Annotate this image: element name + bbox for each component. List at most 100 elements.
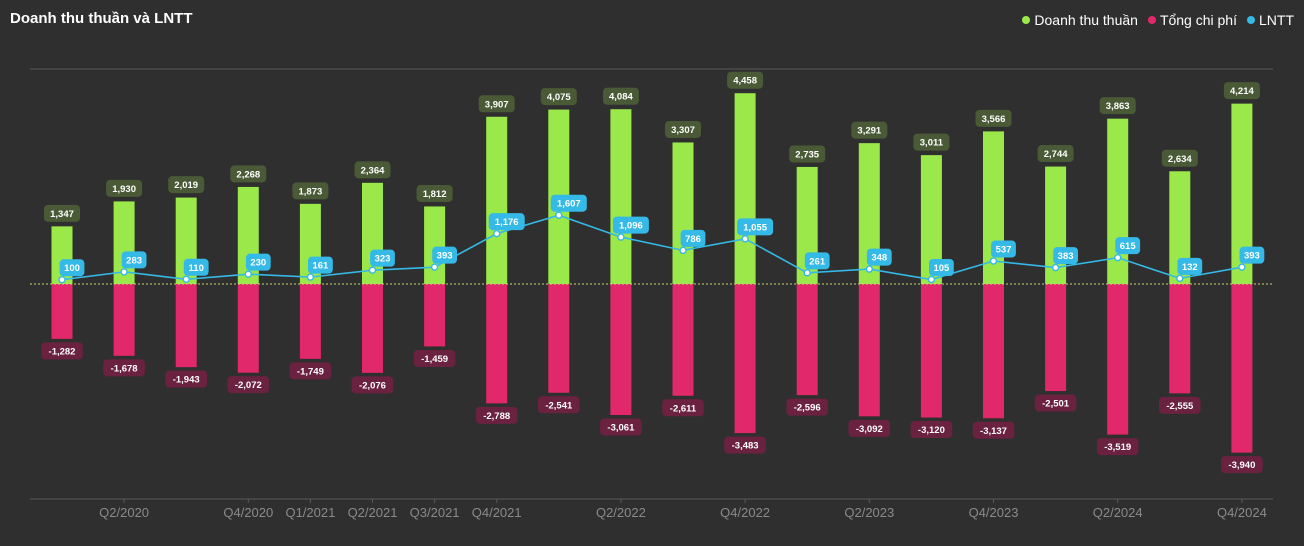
profit-data-label-bg (1115, 237, 1141, 255)
revenue-data-label: 3,907 (478, 95, 515, 113)
profit-data-label-text: 161 (312, 261, 329, 272)
revenue-data-label-text: 1,347 (50, 209, 74, 220)
revenue-data-label: 3,566 (975, 109, 1012, 127)
cost-data-label-bg (227, 376, 270, 394)
x-tick-label: Q2/2021 (348, 505, 398, 520)
cost-bar (858, 284, 880, 417)
cost-data-label-text: -1,943 (173, 375, 200, 386)
cost-data-label-text: -1,678 (111, 363, 138, 374)
cost-data-label-bg (475, 406, 518, 424)
revenue-bar (610, 109, 632, 284)
legend-label-total-cost: Tổng chi phí (1159, 12, 1237, 28)
profit-data-label-text: 100 (64, 263, 80, 274)
profit-point (244, 270, 253, 278)
profit-data-label-text: 1,096 (619, 221, 643, 232)
profit-data-label-bg (121, 251, 147, 269)
profit-data-label-text: 110 (189, 263, 204, 274)
revenue-bar (734, 93, 756, 284)
cost-bar (1169, 284, 1191, 394)
cost-data-label-bg (1221, 456, 1263, 474)
cost-data-label-bg (1159, 396, 1201, 414)
revenue-data-label-bg (665, 120, 701, 138)
revenue-data-label-text: 2,364 (361, 165, 385, 176)
revenue-bar (672, 142, 694, 284)
cost-bar (983, 284, 1004, 419)
revenue-data-label-bg (230, 165, 267, 183)
revenue-data-label: 4,458 (727, 71, 764, 89)
x-tick-label: Q2/2023 (844, 505, 894, 520)
cost-bar (796, 284, 818, 396)
revenue-bar (1231, 103, 1253, 284)
profit-data-label: 537 (991, 240, 1016, 258)
revenue-data-label: 4,214 (1223, 82, 1260, 100)
profit-data-label-bg (804, 252, 830, 270)
profit-data-label: 161 (308, 256, 333, 274)
revenue-data-label-bg (789, 145, 826, 163)
revenue-data-label-bg (106, 179, 143, 197)
revenue-data-label-bg (168, 176, 205, 194)
cost-data-label-text: -3,519 (1104, 442, 1131, 453)
cost-data-label: -3,940 (1221, 456, 1263, 474)
cost-bar (175, 284, 197, 368)
cost-data-label-bg (413, 349, 456, 367)
profit-data-label: 110 (183, 258, 209, 276)
profit-point (927, 275, 936, 284)
revenue-data-label: 2,634 (1161, 149, 1198, 167)
profit-data-label-bg (432, 246, 457, 264)
profit-data-label: 1,055 (737, 218, 774, 236)
revenue-data-label: 2,268 (230, 165, 267, 183)
profit-data-label-bg (370, 249, 395, 267)
cost-data-label-bg (289, 362, 332, 380)
cost-bar (610, 284, 632, 416)
x-tick-label: Q2/2024 (1093, 505, 1143, 520)
cost-data-label: -2,541 (538, 396, 580, 414)
revenue-data-label-bg (913, 133, 950, 151)
cost-data-label-text: -3,137 (980, 426, 1007, 437)
revenue-bar (1169, 171, 1191, 284)
cost-data-label-text: -2,596 (794, 403, 821, 414)
legend-item-revenue[interactable]: Doanh thu thuần (1022, 12, 1138, 28)
profit-data-label: 230 (245, 253, 271, 271)
x-tick-label: Q3/2021 (410, 505, 460, 520)
revenue-bar (486, 116, 508, 285)
revenue-data-label-text: 2,019 (174, 180, 198, 191)
profit-data-label-text: 283 (126, 255, 142, 266)
legend-dot-revenue (1022, 16, 1031, 24)
profit-data-label: 393 (432, 246, 457, 264)
profit-data-label: 1,176 (488, 213, 525, 231)
cost-bar (486, 284, 508, 404)
profit-data-label-text: 323 (375, 254, 391, 265)
profit-point (617, 233, 625, 241)
profit-data-label-bg (929, 259, 954, 277)
profit-data-label: 100 (59, 259, 85, 277)
legend-item-profit-before-tax[interactable]: LNTT (1247, 12, 1294, 28)
profit-data-label: 393 (1239, 246, 1265, 264)
profit-data-label-bg (1239, 246, 1265, 264)
profit-data-label: 1,096 (612, 216, 649, 234)
cost-data-label-text: -3,092 (856, 424, 883, 435)
profit-point (430, 263, 439, 271)
profit-data-label: 261 (804, 252, 830, 270)
profit-data-label-text: 615 (1120, 241, 1137, 252)
revenue-data-label: 2,744 (1037, 145, 1074, 163)
cost-data-label-bg (1096, 438, 1139, 456)
cost-data-label: -1,678 (103, 359, 145, 377)
cost-bar (51, 284, 73, 339)
revenue-data-label-bg (975, 109, 1012, 127)
profit-data-label-text: 1,607 (557, 199, 581, 210)
cost-data-label-bg (910, 421, 953, 439)
cost-data-label: -3,483 (724, 436, 766, 454)
profit-data-label-bg (59, 259, 85, 277)
revenue-data-label-bg (478, 95, 515, 113)
revenue-data-label-bg (1161, 149, 1198, 167)
revenue-data-label-bg (292, 182, 329, 200)
cost-data-label-text: -3,483 (732, 441, 759, 452)
legend-item-total-cost[interactable]: Tổng chi phí (1147, 12, 1237, 28)
profit-point (803, 269, 811, 277)
legend-label-revenue: Doanh thu thuần (1034, 12, 1138, 28)
profit-point (555, 211, 563, 219)
chart-legend: Doanh thu thuần Tổng chi phí LNTT (1022, 12, 1294, 28)
cost-data-label-text: -2,076 (359, 380, 386, 391)
profit-data-label-bg (680, 229, 706, 247)
profit-data-label-text: 132 (1182, 262, 1198, 273)
